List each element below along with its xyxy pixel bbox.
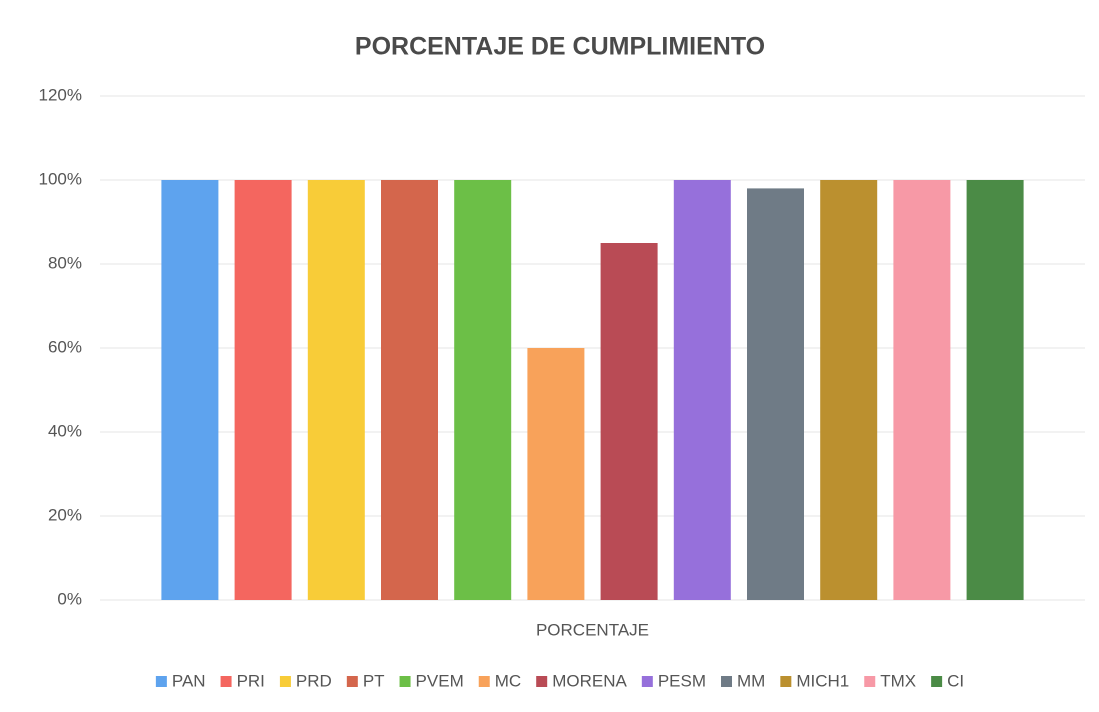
bar: [527, 348, 585, 600]
bar: [747, 188, 804, 600]
legend-label: PESM: [658, 671, 706, 690]
legend-swatch: [931, 676, 943, 687]
legend-label: MC: [495, 671, 521, 690]
legend-swatch: [399, 676, 411, 687]
bar: [893, 180, 951, 600]
legend-swatch: [780, 676, 792, 687]
y-tick-label: 120%: [39, 85, 82, 104]
legend-label: PRD: [296, 671, 332, 690]
legend-label: TMX: [880, 671, 916, 690]
x-axis-label: PORCENTAJE: [536, 620, 649, 639]
bar: [454, 180, 512, 600]
y-tick-label: 20%: [48, 505, 82, 524]
chart-title: PORCENTAJE DE CUMPLIMIENTO: [355, 33, 765, 61]
legend-swatch: [721, 676, 733, 687]
y-tick-label: 100%: [39, 169, 82, 188]
legend-label: CI: [947, 671, 964, 690]
legend-label: MICH1: [796, 671, 849, 690]
bar: [381, 180, 438, 600]
legend-swatch: [864, 676, 876, 687]
y-tick-label: 0%: [57, 589, 82, 608]
bar: [307, 180, 365, 600]
bar: [600, 243, 658, 600]
legend-label: PVEM: [416, 671, 464, 690]
bar: [673, 180, 731, 600]
y-tick-label: 40%: [48, 421, 82, 440]
y-tick-label: 60%: [48, 337, 82, 356]
bar: [161, 180, 219, 600]
legend-label: PAN: [172, 671, 206, 690]
legend: PAN PRI PRD PT PVEM MC MORENA PESM MM MICH1 TMX CI: [155, 671, 964, 690]
legend-swatch: [536, 676, 548, 687]
legend-label: MORENA: [552, 671, 627, 690]
legend-swatch: [346, 676, 358, 687]
bar: [820, 180, 878, 600]
legend-label: PT: [363, 671, 385, 690]
bar: [234, 180, 292, 600]
legend-swatch: [279, 676, 291, 687]
legend-swatch: [641, 676, 653, 687]
legend-swatch: [155, 676, 167, 687]
y-tick-label: 80%: [48, 253, 82, 272]
legend-label: PRI: [237, 671, 265, 690]
legend-label: MM: [737, 671, 765, 690]
bar: [966, 180, 1024, 600]
legend-swatch: [478, 676, 490, 687]
legend-swatch: [220, 676, 232, 687]
